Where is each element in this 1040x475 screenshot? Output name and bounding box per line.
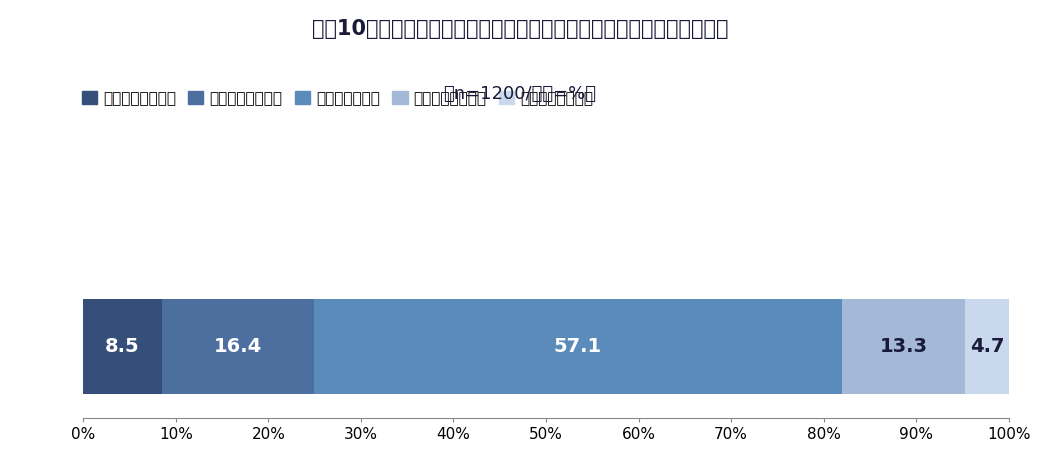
Text: 【図10】ご自身の骨密度や骨の状態を同世代の平均値と比べた時の認識: 【図10】ご自身の骨密度や骨の状態を同世代の平均値と比べた時の認識: [312, 19, 728, 39]
Text: 8.5: 8.5: [105, 337, 139, 356]
Bar: [83, 299, 162, 394]
Bar: [842, 299, 965, 394]
Bar: [965, 299, 1009, 394]
Bar: [162, 299, 314, 394]
Bar: [314, 299, 842, 394]
Legend: 非常に良いと思う, 少しは良いと思う, 標準的だと思う, 少しは悪いと思う, 非常に悪いと思う: 非常に良いと思う, 少しは良いと思う, 標準的だと思う, 少しは悪いと思う, 非…: [81, 91, 593, 106]
Text: 16.4: 16.4: [213, 337, 262, 356]
Text: 57.1: 57.1: [554, 337, 602, 356]
Text: 4.7: 4.7: [969, 337, 1005, 356]
Text: （n=1200/単位=%）: （n=1200/単位=%）: [443, 86, 597, 104]
Text: 13.3: 13.3: [880, 337, 928, 356]
